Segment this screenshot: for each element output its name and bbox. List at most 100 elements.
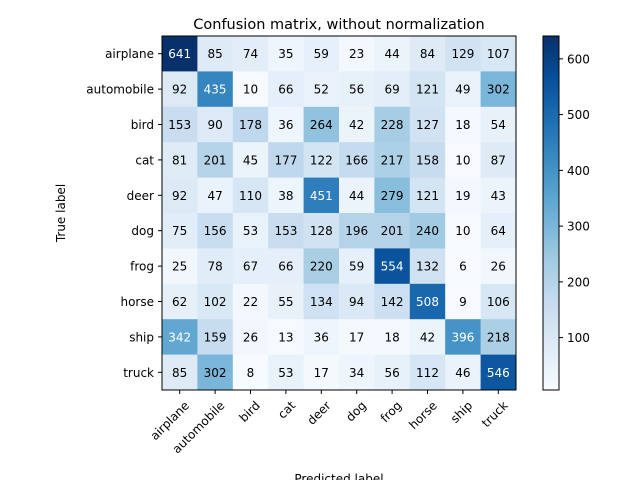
cell-value-label: 92 (172, 189, 187, 203)
heatmap-cell (339, 319, 375, 355)
cell-value-label: 9 (459, 295, 467, 309)
heatmap-cell (268, 71, 304, 108)
cell-value-label: 10 (455, 224, 470, 238)
heatmap-cell (232, 71, 269, 108)
cell-value-label: 142 (381, 295, 404, 309)
cell-value-label: 74 (243, 47, 258, 61)
cell-value-label: 36 (314, 330, 329, 344)
heatmap-cell (374, 36, 411, 72)
heatmap-cell (162, 177, 198, 214)
heatmap-cell (445, 142, 481, 178)
heatmap-cell (162, 248, 198, 285)
cell-value-label: 435 (204, 83, 227, 97)
x-tick-label: frog (378, 398, 405, 425)
heatmap-cell (303, 142, 340, 178)
heatmap-cell (268, 354, 304, 391)
heatmap-cell (232, 142, 269, 178)
cell-value-label: 178 (239, 118, 262, 132)
cell-value-label: 38 (278, 189, 293, 203)
heatmap-cell (303, 106, 340, 143)
cell-value-label: 18 (384, 330, 399, 344)
heatmap-cell (162, 142, 198, 178)
heatmap-cell (480, 142, 517, 178)
heatmap-cell (303, 71, 340, 108)
plot-frame (161, 35, 517, 391)
heatmap-cell (162, 36, 198, 72)
colorbar (542, 35, 560, 391)
cell-value-label: 128 (310, 224, 333, 238)
cell-value-label: 78 (207, 260, 222, 274)
heatmap-cell (445, 71, 481, 108)
colorbar-tick-label: 100 (567, 331, 590, 345)
cell-value-label: 8 (247, 366, 255, 380)
heatmap-cell (374, 248, 411, 285)
heatmap-cell (480, 106, 517, 143)
heatmap-cell (232, 106, 269, 143)
cell-value-label: 129 (451, 47, 474, 61)
cell-value-label: 42 (349, 118, 364, 132)
heatmap-cell (197, 71, 234, 108)
cell-value-label: 26 (243, 330, 258, 344)
cell-value-label: 508 (416, 295, 439, 309)
heatmap-cell (409, 106, 446, 143)
cell-value-label: 56 (384, 366, 399, 380)
cell-value-label: 201 (381, 224, 404, 238)
cell-value-label: 59 (349, 260, 364, 274)
cell-value-label: 121 (416, 83, 439, 97)
heatmap-cell (303, 213, 340, 249)
heatmap-cell (445, 36, 481, 72)
cell-value-label: 44 (349, 189, 364, 203)
heatmap-cell (303, 283, 340, 320)
cell-value-label: 264 (310, 118, 333, 132)
heatmap-cell (232, 213, 269, 249)
y-tick-label: dog (131, 224, 154, 238)
heatmap-cell (339, 283, 375, 320)
cell-value-label: 87 (491, 153, 506, 167)
heatmap-cell (480, 354, 517, 391)
x-tick-label: bird (236, 398, 262, 424)
cell-value-label: 10 (455, 153, 470, 167)
y-tick-label: horse (120, 295, 154, 309)
heatmap-cell (197, 177, 234, 214)
colorbar-tick-label: 300 (567, 220, 590, 234)
heatmap-cell (374, 71, 411, 108)
cell-value-label: 396 (451, 330, 474, 344)
heatmap-cell (445, 319, 481, 355)
heatmap-cell (162, 319, 198, 355)
heatmap-cell (445, 177, 481, 214)
cell-value-label: 45 (243, 153, 258, 167)
heatmap-cell (197, 354, 234, 391)
heatmap-cell (162, 71, 198, 108)
y-tick-label: frog (130, 260, 154, 274)
cell-value-label: 92 (172, 83, 187, 97)
cell-value-label: 177 (274, 153, 297, 167)
cell-value-label: 279 (381, 189, 404, 203)
cell-value-label: 69 (384, 83, 399, 97)
cell-value-label: 121 (416, 189, 439, 203)
y-tick-label: deer (127, 189, 154, 203)
heatmap-cell (409, 36, 446, 72)
cell-value-label: 6 (459, 260, 467, 274)
cell-value-label: 153 (168, 118, 191, 132)
cell-value-label: 302 (487, 83, 510, 97)
cell-value-label: 240 (416, 224, 439, 238)
cell-value-label: 17 (314, 366, 329, 380)
heatmap-cell (374, 283, 411, 320)
cell-value-label: 85 (172, 366, 187, 380)
cell-value-label: 35 (278, 47, 293, 61)
heatmap-cell (268, 177, 304, 214)
cell-value-label: 62 (172, 295, 187, 309)
cell-value-label: 217 (381, 153, 404, 167)
cell-value-label: 47 (207, 189, 222, 203)
heatmap-cell (480, 71, 517, 108)
heatmap-cell (480, 283, 517, 320)
heatmap-cell (445, 248, 481, 285)
heatmap-cell (232, 319, 269, 355)
heatmap-cell (303, 319, 340, 355)
heatmap-cell (374, 354, 411, 391)
x-tick-label: ship (448, 398, 475, 425)
y-tick-label: bird (131, 118, 154, 132)
cell-value-label: 66 (278, 260, 293, 274)
heatmap-cell (232, 248, 269, 285)
